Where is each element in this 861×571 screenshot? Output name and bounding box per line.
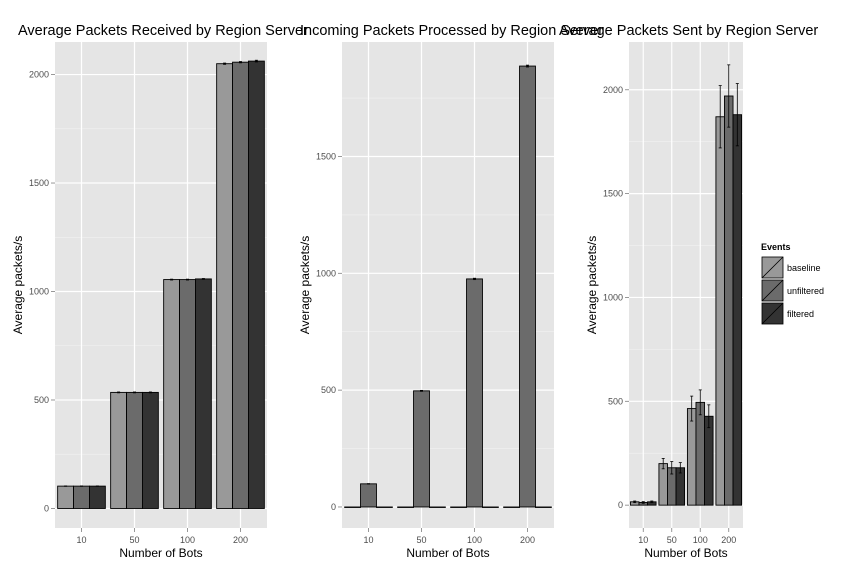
x-tick-label: 200 [520, 535, 535, 545]
bar-filtered-50 [141, 391, 159, 509]
x-tick-label: 50 [416, 535, 426, 545]
x-tick-label: 100 [693, 535, 708, 545]
legend-title: Events [761, 242, 791, 252]
bar-unfiltered-50 [413, 390, 430, 508]
y-tick-label: 1500 [29, 178, 49, 188]
bar-filtered-200 [535, 506, 552, 508]
bar-filtered-200 [247, 60, 265, 509]
bar-baseline-200 [503, 506, 520, 508]
bar-baseline-100 [450, 506, 467, 508]
y-tick-label: 1500 [603, 189, 623, 199]
bar-baseline-100 [163, 279, 180, 509]
y-tick-label: 2000 [603, 85, 623, 95]
bar-unfiltered-100 [179, 279, 196, 509]
bar-unfiltered-50 [126, 391, 143, 509]
bar-filtered-100 [194, 278, 212, 509]
bar-baseline-100 [686, 408, 697, 506]
x-tick-label: 200 [233, 535, 248, 545]
legend: Events baseline unfiltered filtered [760, 242, 824, 326]
bar-filtered-10 [376, 506, 393, 508]
chart-packets-processed: 0 500 1000 1500 10 50 100 200 Number of Bots Aver… [298, 42, 554, 560]
y-tick-label: 500 [34, 395, 49, 405]
bar-unfiltered-100 [466, 278, 483, 508]
y-tick-label: 500 [321, 385, 336, 395]
bar-unfiltered-10 [73, 485, 90, 509]
y-tick-label: 0 [618, 500, 623, 510]
chart-title-sent: Average Packets Sent by Region Server [559, 23, 818, 39]
x-tick-label: 10 [363, 535, 373, 545]
legend-swatch-slash [761, 256, 784, 279]
titles: Average Packets Received by Region Serve… [18, 23, 818, 39]
y-tick-label: 500 [608, 396, 623, 406]
bar-baseline-50 [658, 463, 668, 506]
x-axis-label: Number of Bots [119, 546, 202, 560]
y-axis-label: Average packets/s [298, 236, 312, 335]
bar-filtered-100 [704, 415, 714, 506]
bar-baseline-10 [57, 485, 75, 509]
x-tick-label: 200 [721, 535, 736, 545]
x-axis-label: Number of Bots [644, 546, 727, 560]
bar-unfiltered-200 [232, 61, 249, 509]
bar-filtered-200 [732, 114, 743, 506]
y-tick-label: 1500 [316, 151, 336, 161]
y-axis-label: Average packets/s [11, 236, 25, 335]
y-tick-label: 1000 [316, 268, 336, 278]
bar-unfiltered-100 [695, 401, 705, 506]
x-tick-label: 50 [129, 535, 139, 545]
x-axis-label: Number of Bots [406, 546, 489, 560]
bar-filtered-100 [482, 506, 499, 508]
bar-unfiltered-10 [360, 483, 377, 508]
bar-filtered-50 [675, 467, 686, 506]
bar-baseline-50 [397, 506, 414, 508]
x-tick-label: 10 [76, 535, 86, 545]
legend-label-filtered: filtered [787, 309, 814, 319]
y-tick-label: 1000 [29, 287, 49, 297]
bar-baseline-50 [110, 391, 128, 509]
legend-label-unfiltered: unfiltered [787, 286, 824, 296]
y-tick-label: 0 [44, 503, 49, 513]
y-tick-label: 0 [331, 502, 336, 512]
y-tick-label: 2000 [29, 70, 49, 80]
bar-baseline-10 [344, 506, 361, 508]
legend-swatch-slash [761, 279, 784, 302]
legend-label-baseline: baseline [787, 263, 821, 273]
bar-unfiltered-200 [519, 65, 536, 508]
bar-baseline-200 [216, 63, 233, 509]
chart-title-processed: Incoming Packets Processed by Region Ser… [300, 23, 603, 39]
bar-unfiltered-200 [724, 95, 734, 506]
y-tick-label: 1000 [603, 292, 623, 302]
legend-swatch-slash [761, 302, 784, 325]
y-axis-label: Average packets/s [585, 236, 599, 335]
x-tick-label: 10 [638, 535, 648, 545]
bar-filtered-10 [88, 485, 106, 509]
panel-background [342, 42, 554, 528]
x-tick-label: 100 [180, 535, 195, 545]
bar-filtered-50 [429, 506, 446, 508]
x-tick-label: 50 [667, 535, 677, 545]
chart-title-received: Average Packets Received by Region Serve… [18, 23, 308, 39]
x-tick-label: 100 [467, 535, 482, 545]
bar-baseline-200 [715, 116, 725, 506]
